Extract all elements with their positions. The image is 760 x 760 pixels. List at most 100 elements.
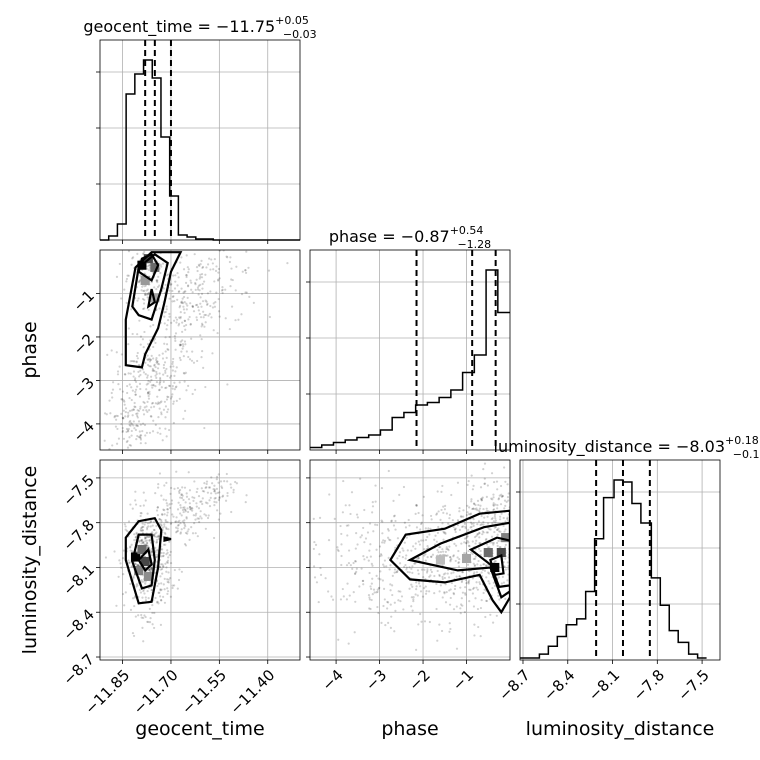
sample-point [161,526,164,529]
sample-point [458,507,461,510]
sample-point [495,480,499,483]
sample-point [174,332,178,335]
sample-point [206,292,210,295]
sample-point [185,274,188,277]
sample-point [506,517,509,520]
sample-point [181,486,184,489]
sample-point [120,297,123,300]
sample-point [494,559,497,563]
sample-point [304,496,306,498]
sample-point [198,312,201,316]
sample-point [215,265,218,268]
sample-point [172,319,176,322]
sample-point [500,582,503,585]
sample-point [207,486,211,489]
sample-point [461,604,464,607]
sample-point [141,338,144,341]
sample-point [143,401,146,405]
sample-point [478,510,481,514]
sample-point [226,491,229,495]
sample-point [205,482,208,486]
sample-point [384,624,387,627]
sample-point [492,496,495,499]
sample-point [173,487,176,490]
sample-point [182,308,186,311]
sample-point [172,357,175,361]
sample-point [364,537,368,540]
sample-point [128,464,130,466]
sample-point [134,536,137,539]
sample-point [208,486,212,489]
sample-point [206,303,209,306]
sample-point [163,315,166,318]
sample-point [132,576,135,579]
sample-point [494,517,497,520]
sample-point [444,531,447,534]
sample-point [328,493,331,496]
density-cell [140,556,150,567]
sample-point [543,578,545,580]
sample-point [465,542,468,545]
sample-point [486,522,490,525]
sample-point [457,561,460,564]
sample-point [359,536,362,539]
sample-point [445,591,448,594]
sample-point [430,555,433,559]
sample-point [166,551,169,554]
sample-point [161,439,164,442]
sample-point [151,604,154,607]
sample-point [234,480,237,484]
sample-point [168,384,172,388]
sample-point [423,547,426,551]
sample-point [183,290,186,293]
sample-point [177,520,180,523]
sample-point [117,383,120,386]
sample-point [286,262,289,265]
sample-point [121,416,124,419]
sample-point [354,572,357,575]
sample-point [212,329,215,332]
sample-point [463,522,467,526]
sample-point [547,551,549,553]
sample-point [356,543,359,546]
sample-point [315,581,319,584]
sample-point [473,634,476,637]
sample-point [440,490,443,493]
sample-point [490,472,494,475]
sample-point [368,598,371,601]
sample-point [429,514,433,518]
sample-point [230,486,233,489]
sample-point [463,592,467,595]
sample-point [398,562,402,565]
density-cell [137,545,147,555]
sample-point [184,508,187,512]
sample-point [514,505,516,507]
sample-point [104,556,108,559]
sample-point [158,372,161,375]
sample-point [189,322,192,326]
sample-point [156,584,159,588]
sample-point [174,316,177,319]
sample-point [183,372,186,375]
sample-point [105,413,108,416]
sample-point [148,538,151,542]
sample-point [360,534,364,537]
sample-point [493,584,497,587]
sample-point [153,528,156,532]
sample-point [155,288,158,291]
density-cell [134,565,144,575]
sample-point [168,554,171,557]
sample-point [127,372,130,375]
sample-point [218,315,221,318]
sample-point [184,328,187,331]
sample-point [235,265,238,268]
sample-point [146,363,150,367]
sample-point [146,296,149,299]
sample-point [433,592,436,595]
sample-point [133,533,136,536]
histogram-geocent_time [100,59,300,241]
sample-point [163,523,166,526]
sample-point [126,384,129,388]
sample-point [178,381,181,384]
sample-point [142,541,145,544]
